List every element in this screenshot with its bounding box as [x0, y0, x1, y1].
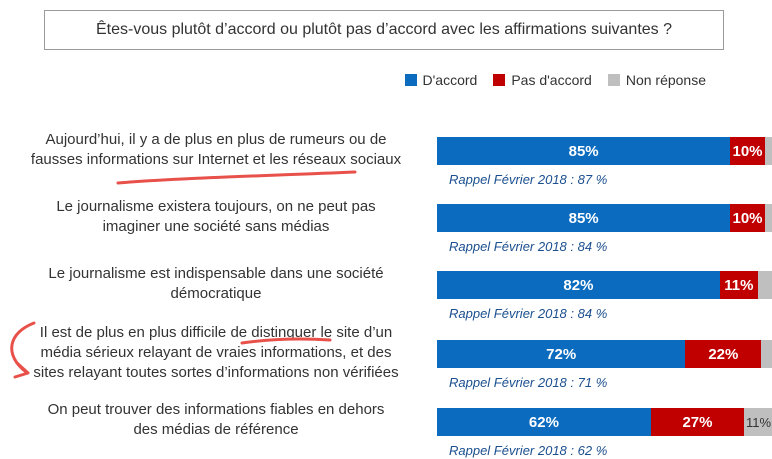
bar-segment-pas-accord: 10%: [730, 137, 765, 165]
statement-label: Le journalisme existera toujours, on ne …: [14, 197, 418, 237]
bar-segment-pas-accord: 22%: [685, 340, 762, 368]
legend-label-accord: D'accord: [422, 72, 478, 88]
bar-segment-non-reponse: 11%: [744, 408, 772, 436]
statement-line: fausses informations sur Internet et les…: [30, 151, 402, 168]
statement-line: démocratique: [170, 285, 262, 302]
arrow-stroke-row4: [10, 321, 36, 374]
statement-line: Il est de plus en plus difficile de dist…: [39, 324, 393, 341]
bar-row: 62% 27% 11%: [437, 408, 772, 436]
legend-swatch-non-reponse: [607, 74, 620, 86]
bar-segment-pas-accord: 27%: [650, 408, 745, 436]
bar-segment-accord: 72%: [437, 340, 686, 368]
question-title: Êtes-vous plutôt d’accord ou plutôt pas …: [44, 10, 724, 50]
legend-item-non-reponse: Non réponse: [607, 72, 706, 88]
bar-row: 82% 11%: [437, 271, 772, 299]
bar-row: 85% 10%: [437, 137, 772, 165]
statement-line: On peut trouver des informations fiables…: [47, 401, 385, 418]
statement-line: sites relayant toutes sortes d’informati…: [33, 364, 399, 381]
bar-segment-pas-accord: 10%: [730, 204, 765, 232]
bar-segment-non-reponse: [764, 137, 772, 165]
statement-line: des médias de référence: [133, 421, 299, 438]
statement-line: Aujourd’hui, il y a de plus en plus de r…: [45, 131, 387, 148]
legend-item-accord: D'accord: [404, 72, 478, 88]
underline-stroke-row1: [116, 170, 357, 185]
bar-row: 72% 22%: [437, 340, 772, 368]
recall-label: Rappel Février 2018 : 84 %: [449, 306, 608, 321]
chart-legend: D'accord Pas d'accord Non réponse: [404, 72, 706, 88]
legend-swatch-pas-accord: [493, 74, 506, 86]
statement-line: imaginer une société sans médias: [102, 218, 330, 235]
bar-segment-accord: 85%: [437, 137, 731, 165]
statement-line: Le journalisme existera toujours, on ne …: [56, 198, 376, 215]
underline-stroke-row4: [240, 337, 332, 345]
legend-label-pas-accord: Pas d'accord: [511, 72, 592, 88]
bar-segment-accord: 85%: [437, 204, 731, 232]
recall-label: Rappel Février 2018 : 84 %: [449, 239, 608, 254]
bar-segment-non-reponse: [757, 271, 772, 299]
statement-label: Le journalisme est indispensable dans un…: [14, 264, 418, 304]
statement-label: Il est de plus en plus difficile de dist…: [14, 323, 418, 383]
statement-line: média sérieux relayant de vraies informa…: [40, 344, 392, 361]
statement-line: Le journalisme est indispensable dans un…: [48, 265, 384, 282]
arrowhead-stroke-row4: [13, 361, 30, 379]
legend-item-pas-accord: Pas d'accord: [493, 72, 592, 88]
bar-segment-non-reponse: [764, 204, 772, 232]
recall-label: Rappel Février 2018 : 62 %: [449, 443, 608, 458]
bar-segment-accord: 82%: [437, 271, 720, 299]
legend-label-non-reponse: Non réponse: [625, 72, 706, 88]
bar-segment-pas-accord: 11%: [719, 271, 758, 299]
bar-row: 85% 10%: [437, 204, 772, 232]
legend-swatch-accord: [404, 74, 417, 86]
statement-label: Aujourd’hui, il y a de plus en plus de r…: [14, 130, 418, 170]
statement-label: On peut trouver des informations fiables…: [14, 400, 418, 440]
bar-segment-accord: 62%: [437, 408, 651, 436]
recall-label: Rappel Février 2018 : 87 %: [449, 172, 608, 187]
recall-label: Rappel Février 2018 : 71 %: [449, 375, 608, 390]
bar-segment-non-reponse: [761, 340, 772, 368]
